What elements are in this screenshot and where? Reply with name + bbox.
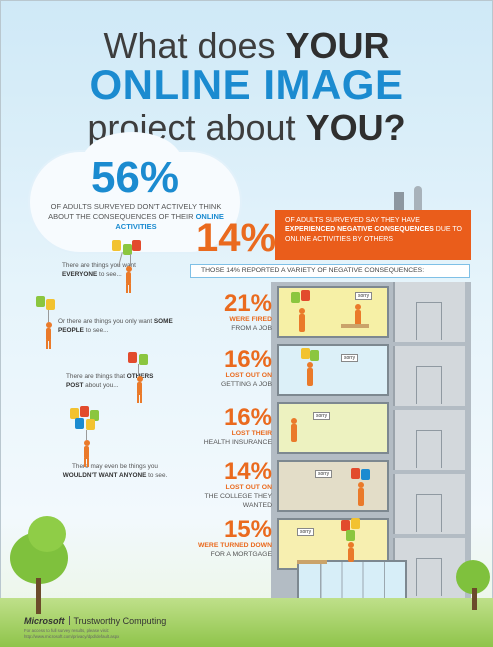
stat-fired-percent: 21% [223,290,272,317]
title-line-2: ONLINE IMAGE [89,61,404,108]
desk [297,560,327,564]
stat-fired-strong: WERE FIRED [229,316,272,323]
floor-job [277,344,389,396]
balloon-person-icon [36,296,90,374]
vent-pipe [414,186,422,210]
stat-lost-job-percent: 16% [223,346,272,373]
sorry-bubble: sorry [313,412,331,420]
stat-insurance-percent: 16% [223,404,272,431]
title-line-1-strong: YOUR [285,25,390,66]
negative-percent: 14% [196,216,277,260]
intro-text: OF ADULTS SURVEYED DON'T ACTIVELY THINK … [44,202,228,232]
footer-fine-1: For access to full survey results, pleas… [24,628,110,633]
stat-mortgage-rest: FOR A MORTGAGE [210,550,272,558]
microsoft-logo: Microsoft [24,616,65,626]
stairwell [393,410,465,470]
caption-everyone-suffix: to see... [97,270,122,278]
caption-some-people-strong: SOME PEOPLE [58,318,173,334]
stat-insurance-rest: HEALTH INSURANCE [203,438,272,446]
grass-ground [0,598,493,647]
negative-text-prefix: OF ADULTS SURVEYED SAY THEY HAVE [285,217,420,224]
intro-percent: 56% [90,153,180,202]
caption-some-people-prefix: Or there are things you only want [58,318,154,325]
title-line-1: What does YOUR [0,28,493,64]
footer-fineprint: For access to full survey results, pleas… [24,628,184,640]
stairwell [393,346,465,406]
caption-others-post-prefix: There are things that [66,373,127,380]
stat-college-strong: LOST OUT ON [225,484,272,491]
footer-brand: Microsoft Trustworthy Computing [24,616,166,626]
stat-fired-rest: FROM A JOB [231,324,272,332]
stat-lost-job-strong: LOST OUT ON [225,372,272,379]
stat-college: 14% LOST OUT ON THE COLLEGE THEY WANTED [180,460,272,510]
caption-everyone: There are things you want EVERYONE to se… [62,262,172,280]
stat-fired: 21% WERE FIRED FROM A JOB [180,292,272,334]
tree-icon [28,516,66,552]
sorry-bubble: sorry [355,292,373,300]
negative-description: OF ADULTS SURVEYED SAY THEY HAVE EXPERIE… [275,210,471,260]
caption-no-one-suffix: to see. [146,471,168,479]
tree-trunk [472,588,477,610]
balloon-person-icon [128,352,182,430]
balloon-person-icon [108,240,162,318]
caption-others-post-suffix: about you... [83,381,119,389]
stat-lost-job: 16% LOST OUT ON GETTING A JOB [180,348,272,390]
caption-no-one: There may even be things you WOULDN'T WA… [40,463,190,481]
tree-trunk [36,578,41,614]
stairwell [393,282,465,342]
stat-insurance-strong: LOST THEIR [231,430,272,437]
caption-some-people: Or there are things you only want SOME P… [58,318,178,336]
sorry-bubble: sorry [341,354,359,362]
stat-mortgage-strong: WERE TURNED DOWN [197,542,272,549]
footer-fine-link[interactable]: http://www.microsoft.com/privacy/dpd/def… [24,633,120,639]
negative-text-suffix: DUE TO ONLINE ACTIVITIES BY OTHERS [285,226,462,243]
caption-everyone-strong: EVERYONE [62,270,98,278]
stairwell [393,474,465,534]
footer-product: Trustworthy Computing [73,616,167,626]
title-line-1-text: What does [103,25,286,66]
stat-lost-job-rest: GETTING A JOB [221,380,272,388]
intro-text-prefix: OF ADULTS SURVEYED DON'T ACTIVELY THINK … [48,202,222,222]
consequences-header: THOSE 14% REPORTED A VARIETY OF NEGATIVE… [190,264,470,278]
caption-some-people-suffix: to see... [83,326,109,334]
sorry-bubble: sorry [297,528,315,536]
stat-insurance: 16% LOST THEIR HEALTH INSURANCE [180,406,272,448]
stat-mortgage-percent: 15% [223,516,272,543]
desk [341,324,369,328]
sorry-bubble: sorry [315,470,333,478]
intro-cloud: 56% OF ADULTS SURVEYED DON'T ACTIVELY TH… [30,132,240,252]
chimney [394,192,404,210]
title-line-3-strong: YOU? [305,107,406,148]
caption-no-one-strong: WOULDN'T WANT ANYONE [62,471,147,479]
caption-everyone-prefix: There are things you want [62,262,136,269]
caption-no-one-prefix: There may even be things you [72,463,158,470]
building-illustration: sorry sorry sorry sorry sorry [271,282,471,614]
negative-text-strong: EXPERIENCED NEGATIVE CONSEQUENCES [285,226,434,234]
title-line-3: project about YOU? [0,110,493,146]
intro-text-strong: ONLINE ACTIVITIES [115,212,224,232]
floor-college [277,460,389,512]
stat-college-percent: 14% [223,458,272,485]
balloon-person-icon [68,406,122,486]
stat-mortgage: 15% WERE TURNED DOWN FOR A MORTGAGE [180,518,272,560]
stat-college-rest: THE COLLEGE THEY WANTED [204,492,272,509]
